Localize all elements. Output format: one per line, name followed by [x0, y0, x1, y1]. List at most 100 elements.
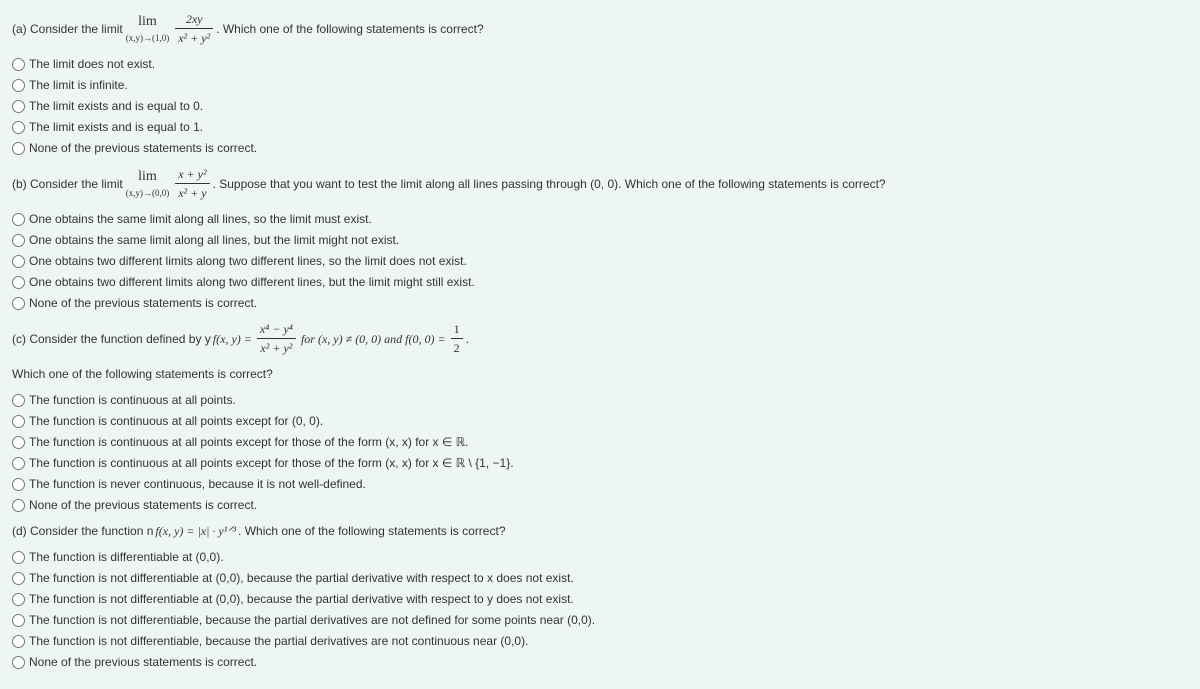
qd-suffix: . Which one of the following statements …: [238, 522, 505, 540]
qb-radio[interactable]: [12, 276, 25, 289]
qc-half-den: 2: [451, 339, 463, 357]
qb-radio[interactable]: [12, 297, 25, 310]
qb-frac-num: x + y²: [175, 165, 209, 184]
qb-lim-top: lim: [126, 166, 170, 187]
qb-frac-den: x² + y: [175, 184, 209, 202]
qb-option-row: One obtains two different limits along t…: [12, 273, 1188, 291]
question-a-prompt: (a) Consider the limit lim (x,y)→(1,0) 2…: [12, 10, 1188, 47]
qd-option-label: The function is not differentiable at (0…: [29, 590, 574, 608]
qc-options: The function is continuous at all points…: [12, 391, 1188, 514]
qa-options: The limit does not exist. The limit is in…: [12, 55, 1188, 157]
qc-option-label: The function is continuous at all points…: [29, 412, 323, 430]
question-d-prompt: (d) Consider the function n f(x, y) = |x…: [12, 522, 1188, 540]
qd-func: f(x, y) = |x| · y¹ᐟ³: [153, 522, 238, 540]
qc-radio[interactable]: [12, 394, 25, 407]
qc-option-label: The function is continuous at all points…: [29, 433, 469, 451]
qa-option-row: The limit exists and is equal to 0.: [12, 97, 1188, 115]
qa-option-label: The limit exists and is equal to 0.: [29, 97, 203, 115]
qc-option-row: The function is continuous at all points…: [12, 433, 1188, 451]
qb-option-label: One obtains the same limit along all lin…: [29, 210, 372, 228]
qa-option-label: The limit exists and is equal to 1.: [29, 118, 203, 136]
qc-mid: for (x, y) ≠ (0, 0) and f(0, 0) =: [299, 330, 448, 348]
question-c: (c) Consider the function defined by y f…: [12, 320, 1188, 514]
qd-option-row: None of the previous statements is corre…: [12, 653, 1188, 671]
qd-option-label: The function is differentiable at (0,0).: [29, 548, 224, 566]
qd-radio[interactable]: [12, 635, 25, 648]
qc-radio[interactable]: [12, 415, 25, 428]
qc-option-row: The function is never continuous, becaus…: [12, 475, 1188, 493]
qa-option-row: The limit is infinite.: [12, 76, 1188, 94]
qa-lim-bot: (x,y)→(1,0): [126, 32, 170, 46]
qa-option-label: None of the previous statements is corre…: [29, 139, 257, 157]
qb-radio[interactable]: [12, 213, 25, 226]
qd-radio[interactable]: [12, 593, 25, 606]
qd-option-label: The function is not differentiable, beca…: [29, 611, 595, 629]
qb-option-row: One obtains two different limits along t…: [12, 252, 1188, 270]
qa-radio[interactable]: [12, 79, 25, 92]
qd-option-label: The function is not differentiable at (0…: [29, 569, 574, 587]
qb-option-label: One obtains the same limit along all lin…: [29, 231, 399, 249]
qd-prefix: (d) Consider the function n: [12, 522, 153, 540]
qa-fraction: 2xy x² + y²: [175, 10, 213, 47]
qc-func: f(x, y) =: [211, 330, 254, 348]
qc-radio[interactable]: [12, 478, 25, 491]
qb-radio[interactable]: [12, 255, 25, 268]
qc-frac-den: x² + y²: [257, 339, 296, 357]
qa-radio[interactable]: [12, 142, 25, 155]
qd-options: The function is differentiable at (0,0).…: [12, 548, 1188, 671]
qd-option-row: The function is differentiable at (0,0).: [12, 548, 1188, 566]
qa-frac-num: 2xy: [175, 10, 213, 29]
qb-options: One obtains the same limit along all lin…: [12, 210, 1188, 312]
qc-prefix: (c) Consider the function defined by y: [12, 330, 211, 348]
qa-radio[interactable]: [12, 121, 25, 134]
qb-radio[interactable]: [12, 234, 25, 247]
qa-option-label: The limit is infinite.: [29, 76, 128, 94]
qa-prefix: (a) Consider the limit: [12, 20, 123, 38]
qc-option-label: The function is never continuous, becaus…: [29, 475, 366, 493]
qc-option-label: The function is continuous at all points…: [29, 454, 514, 472]
qc-end: .: [466, 330, 469, 348]
qc-half-num: 1: [451, 320, 463, 339]
qc-option-label: The function is continuous at all points…: [29, 391, 236, 409]
qa-suffix: . Which one of the following statements …: [216, 20, 483, 38]
question-a: (a) Consider the limit lim (x,y)→(1,0) 2…: [12, 10, 1188, 157]
qd-option-row: The function is not differentiable at (0…: [12, 590, 1188, 608]
qb-option-label: None of the previous statements is corre…: [29, 294, 257, 312]
qc-radio[interactable]: [12, 457, 25, 470]
qc-option-row: The function is continuous at all points…: [12, 412, 1188, 430]
qa-limit: lim (x,y)→(1,0): [126, 11, 170, 46]
question-b: (b) Consider the limit lim (x,y)→(0,0) x…: [12, 165, 1188, 312]
qc-radio[interactable]: [12, 436, 25, 449]
qb-suffix: . Suppose that you want to test the limi…: [213, 175, 886, 193]
qb-option-row: One obtains the same limit along all lin…: [12, 210, 1188, 228]
qa-frac-den: x² + y²: [175, 29, 213, 47]
qb-fraction: x + y² x² + y: [175, 165, 209, 202]
qc-option-row: The function is continuous at all points…: [12, 454, 1188, 472]
qc-subprompt: Which one of the following statements is…: [12, 365, 1188, 383]
qd-radio[interactable]: [12, 656, 25, 669]
qd-option-label: The function is not differentiable, beca…: [29, 632, 528, 650]
question-d: (d) Consider the function n f(x, y) = |x…: [12, 522, 1188, 671]
qd-option-label: None of the previous statements is corre…: [29, 653, 257, 671]
qc-option-row: The function is continuous at all points…: [12, 391, 1188, 409]
qc-frac-num: x⁴ − y⁴: [257, 320, 296, 339]
qa-option-label: The limit does not exist.: [29, 55, 155, 73]
qb-option-label: One obtains two different limits along t…: [29, 273, 475, 291]
qa-radio[interactable]: [12, 58, 25, 71]
qc-fraction: x⁴ − y⁴ x² + y²: [257, 320, 296, 357]
qa-option-row: The limit does not exist.: [12, 55, 1188, 73]
question-b-prompt: (b) Consider the limit lim (x,y)→(0,0) x…: [12, 165, 1188, 202]
qb-option-row: One obtains the same limit along all lin…: [12, 231, 1188, 249]
qb-prefix: (b) Consider the limit: [12, 175, 123, 193]
qc-option-label: None of the previous statements is corre…: [29, 496, 257, 514]
qa-radio[interactable]: [12, 100, 25, 113]
qd-radio[interactable]: [12, 551, 25, 564]
question-c-prompt: (c) Consider the function defined by y f…: [12, 320, 1188, 357]
qa-option-row: The limit exists and is equal to 1.: [12, 118, 1188, 136]
qd-radio[interactable]: [12, 614, 25, 627]
qb-limit: lim (x,y)→(0,0): [126, 166, 170, 201]
qd-option-row: The function is not differentiable, beca…: [12, 611, 1188, 629]
qa-option-row: None of the previous statements is corre…: [12, 139, 1188, 157]
qc-radio[interactable]: [12, 499, 25, 512]
qc-half: 1 2: [451, 320, 463, 357]
